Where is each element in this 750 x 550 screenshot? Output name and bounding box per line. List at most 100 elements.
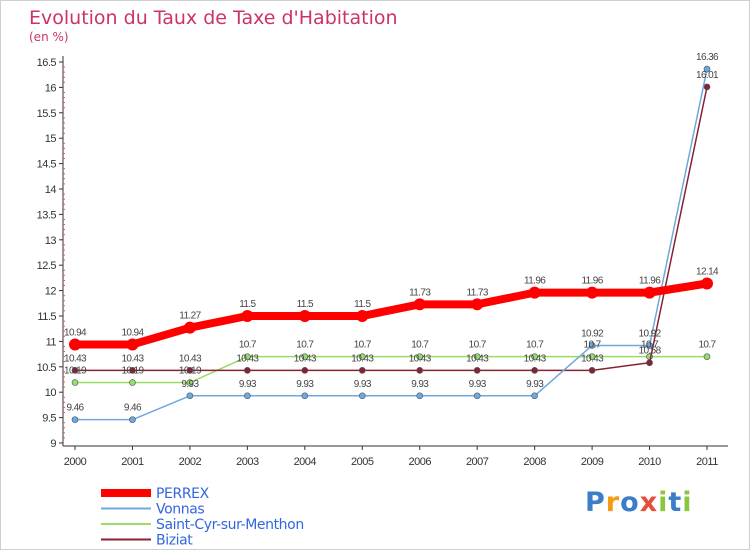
y-tick-label: 14	[45, 184, 57, 196]
y-tick-label: 15.5	[37, 108, 57, 120]
data-label: 10.94	[64, 327, 87, 338]
data-point	[298, 310, 311, 322]
data-point	[301, 392, 309, 400]
data-label: 10.7	[641, 340, 659, 351]
data-point	[186, 392, 194, 400]
data-label: 9.93	[469, 379, 487, 390]
data-label: 10.43	[294, 353, 317, 364]
data-label: 11.73	[409, 287, 431, 298]
data-point	[473, 392, 481, 400]
data-point	[531, 367, 538, 374]
data-label: 16.01	[696, 70, 719, 81]
x-tick-label: 2005	[351, 456, 374, 468]
data-point	[588, 353, 596, 360]
data-point	[69, 338, 81, 351]
legend-label: PERREX	[156, 486, 210, 502]
data-label: 11.5	[239, 299, 256, 310]
data-point	[358, 353, 366, 360]
y-tick-label: 12	[45, 286, 57, 298]
data-point	[301, 353, 309, 360]
data-label: 16.36	[696, 52, 719, 63]
data-label: 9.46	[124, 403, 142, 414]
legend-label: Saint-Cyr-sur-Menthon	[156, 517, 304, 533]
data-point	[358, 367, 366, 374]
data-label: 12.14	[696, 266, 719, 277]
data-point	[129, 416, 136, 423]
data-point	[241, 310, 254, 322]
data-point	[588, 367, 596, 374]
data-label: 10.92	[639, 328, 662, 339]
data-point	[244, 392, 251, 400]
data-label: 9.93	[296, 379, 314, 390]
x-tick-label: 2008	[523, 456, 546, 468]
data-label: 10.7	[526, 340, 544, 351]
data-point	[528, 286, 541, 299]
data-point	[126, 338, 139, 351]
x-tick-label: 2004	[294, 456, 317, 468]
data-point	[416, 392, 424, 400]
data-point	[588, 342, 596, 349]
data-label: 11.5	[297, 299, 314, 310]
data-point	[646, 342, 653, 349]
y-tick-label: 11	[46, 336, 57, 348]
data-point	[416, 367, 424, 374]
x-tick-label: 2007	[466, 456, 489, 468]
data-label: 10.19	[64, 366, 87, 377]
data-label: 10.43	[236, 353, 259, 364]
data-point	[244, 353, 251, 360]
data-point	[643, 286, 656, 299]
chart-subtitle: (en %)	[29, 30, 69, 44]
data-point	[531, 392, 538, 400]
series-line-saint-cyr-sur-menthon	[74, 355, 708, 384]
data-point	[129, 379, 136, 386]
y-tick-label: 9	[50, 438, 56, 450]
logo-letter: i	[658, 487, 669, 518]
x-tick-label: 2001	[121, 456, 144, 468]
data-label: 9.93	[239, 379, 257, 390]
y-tick-label: 12.5	[37, 260, 57, 272]
series-line-vonnas	[74, 68, 708, 421]
data-label: 10.7	[239, 340, 257, 351]
data-label: 9.93	[411, 379, 429, 390]
x-tick-label: 2000	[64, 456, 87, 468]
data-label: 10.19	[179, 366, 202, 377]
data-point	[301, 367, 309, 374]
data-point	[71, 367, 79, 374]
data-label: 10.43	[121, 353, 144, 364]
proxiti-logo: Proxiti	[585, 487, 693, 518]
data-label: 11.96	[524, 276, 546, 287]
y-tick-label: 10	[45, 387, 57, 399]
data-label: 11.96	[639, 276, 661, 287]
logo-letter: P	[585, 487, 606, 518]
data-label: 10.43	[524, 353, 547, 364]
data-point	[186, 379, 194, 386]
data-point	[646, 359, 653, 367]
y-tick-label: 13.5	[37, 209, 57, 221]
logo-letter: x	[639, 487, 659, 518]
data-label: 10.43	[351, 353, 374, 364]
data-label: 10.7	[698, 340, 716, 351]
data-label: 10.7	[296, 340, 314, 351]
data-label: 10.43	[64, 353, 87, 364]
data-point	[416, 353, 424, 360]
data-label: 11.73	[467, 287, 489, 298]
y-tick-label: 16	[45, 82, 57, 94]
y-tick-label: 11.5	[37, 311, 56, 323]
data-label: 10.92	[581, 328, 604, 339]
data-point	[358, 392, 366, 400]
data-point	[129, 367, 136, 374]
data-label: 10.7	[584, 340, 602, 351]
data-point	[473, 353, 481, 360]
x-tick-label: 2002	[179, 456, 202, 468]
data-point	[71, 379, 79, 386]
logo-letter: t	[668, 487, 683, 518]
data-label: 11.5	[354, 299, 371, 310]
data-point	[703, 83, 711, 91]
chart-title: Evolution du Taux de Taxe d'Habitation	[29, 7, 398, 29]
y-tick-label: 15	[45, 133, 57, 145]
data-label: 10.19	[121, 366, 144, 377]
logo-letter: o	[620, 487, 640, 518]
x-tick-label: 2009	[581, 456, 604, 468]
data-point	[183, 321, 196, 334]
